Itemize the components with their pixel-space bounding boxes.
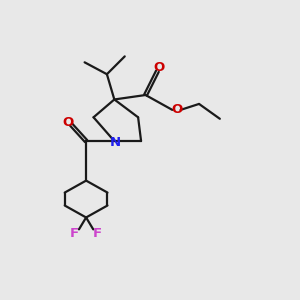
Text: F: F [93, 227, 102, 240]
Text: O: O [153, 61, 164, 74]
Text: O: O [172, 103, 183, 116]
Text: F: F [70, 227, 80, 240]
Text: N: N [110, 136, 121, 149]
Text: O: O [62, 116, 73, 129]
